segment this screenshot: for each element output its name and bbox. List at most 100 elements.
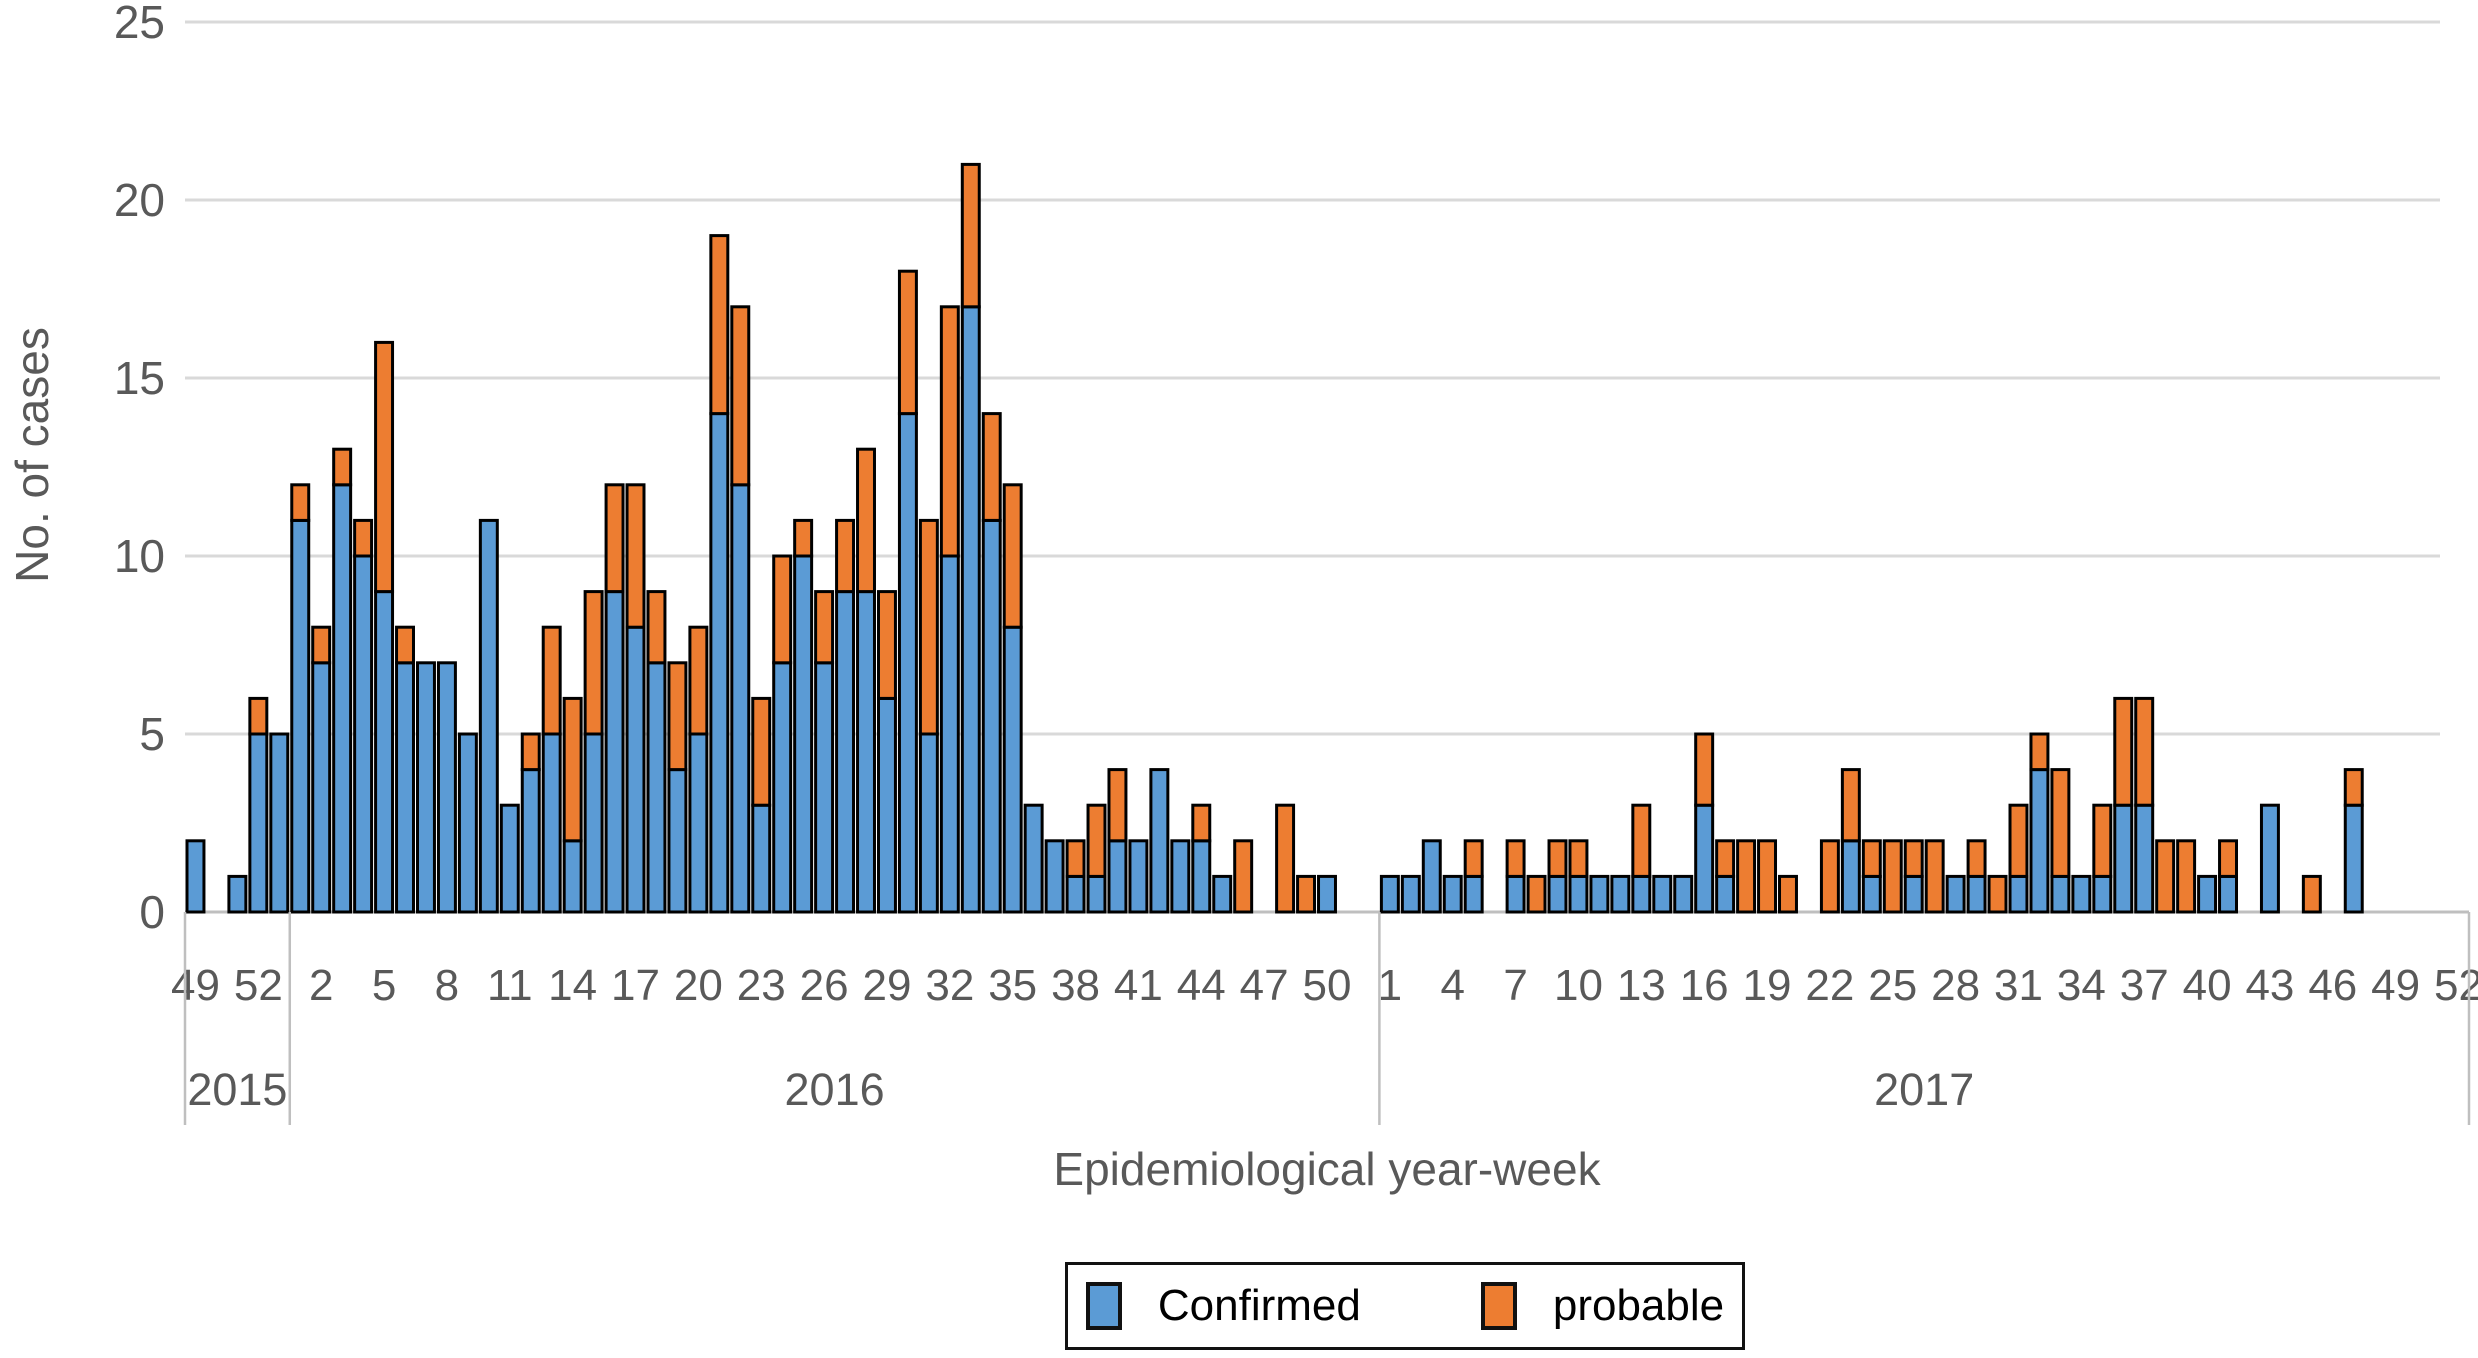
- bar-confirmed-segment: [1715, 874, 1736, 914]
- week-tick-label: 26: [800, 961, 849, 1010]
- bar-confirmed-segment: [185, 839, 206, 914]
- bar-confirmed-segment: [2092, 874, 2113, 914]
- bar-probable-segment: [856, 447, 876, 594]
- bar-probable-segment: [1547, 839, 1568, 878]
- bar-confirmed-segment: [1694, 803, 1715, 914]
- bar-confirmed-segment: [395, 661, 415, 914]
- bar-confirmed-segment: [1463, 874, 1484, 914]
- bar-confirmed-segment: [1568, 874, 1589, 914]
- week-tick-label: 17: [611, 961, 660, 1010]
- bar-probable-segment: [332, 447, 353, 487]
- bar-confirmed-segment: [793, 554, 814, 914]
- bar-probable-segment: [1840, 768, 1861, 843]
- bar-confirmed-segment: [583, 732, 604, 914]
- bar-confirmed-segment: [897, 412, 918, 914]
- bar-probable-segment: [1233, 839, 1254, 914]
- bar-probable-segment: [939, 305, 960, 558]
- bar-confirmed-segment: [1945, 874, 1966, 914]
- bar-probable-segment: [1568, 839, 1589, 878]
- bar-confirmed-segment: [1149, 768, 1170, 914]
- year-label: 2016: [785, 1064, 885, 1115]
- bar-confirmed-segment: [248, 732, 269, 914]
- bar-probable-segment: [1065, 839, 1086, 878]
- y-tick-label: 20: [114, 174, 165, 226]
- bar-confirmed-segment: [1610, 874, 1631, 914]
- bar-confirmed-segment: [520, 768, 541, 914]
- week-tick-label: 20: [674, 961, 723, 1010]
- bar-confirmed-segment: [2259, 803, 2280, 914]
- bar-probable-segment: [1296, 874, 1317, 914]
- week-tick-label: 1: [1378, 961, 1402, 1010]
- bar-confirmed-segment: [939, 554, 960, 914]
- bar-probable-segment: [1107, 768, 1128, 843]
- bar-probable-segment: [395, 625, 415, 665]
- bar-probable-segment: [2050, 768, 2071, 878]
- week-tick-label: 50: [1303, 961, 1352, 1010]
- week-tick-label: 2: [309, 961, 333, 1010]
- bar-confirmed-segment: [353, 554, 374, 914]
- bar-confirmed-segment: [814, 661, 835, 914]
- bar-probable-segment: [876, 590, 897, 700]
- y-tick-label: 25: [114, 0, 165, 48]
- bar-confirmed-segment: [1044, 839, 1065, 914]
- bar-confirmed-segment: [2029, 768, 2050, 914]
- week-tick-label: 35: [988, 961, 1037, 1010]
- week-tick-label: 40: [2183, 961, 2232, 1010]
- week-tick-label: 5: [372, 961, 396, 1010]
- week-tick-label: 37: [2120, 961, 2169, 1010]
- bar-confirmed-segment: [1903, 874, 1924, 914]
- y-tick-label: 15: [114, 352, 165, 404]
- bar-probable-segment: [2343, 768, 2364, 807]
- bar-confirmed-segment: [981, 518, 1002, 914]
- week-tick-label: 38: [1051, 961, 1100, 1010]
- y-tick-label: 10: [114, 530, 165, 582]
- bar-probable-segment: [353, 518, 374, 558]
- week-tick-label: 4: [1440, 961, 1464, 1010]
- bar-probable-segment: [1736, 839, 1757, 914]
- week-tick-label: 14: [548, 961, 597, 1010]
- bar-confirmed-segment: [730, 483, 751, 914]
- bar-probable-segment: [1694, 732, 1715, 807]
- bar-confirmed-segment: [751, 803, 772, 914]
- bar-probable-segment: [730, 305, 751, 487]
- bar-probable-segment: [311, 625, 332, 665]
- bar-confirmed-segment: [2050, 874, 2071, 914]
- bar-probable-segment: [2113, 696, 2134, 807]
- bar-confirmed-segment: [1442, 874, 1463, 914]
- x-axis-title: Epidemiological year-week: [1053, 1143, 1601, 1195]
- bar-confirmed-segment: [478, 518, 499, 914]
- bar-probable-segment: [960, 162, 981, 309]
- bar-confirmed-segment: [646, 661, 667, 914]
- bar-probable-segment: [667, 661, 688, 772]
- bar-probable-segment: [1861, 839, 1882, 878]
- bar-confirmed-segment: [772, 661, 793, 914]
- year-label: 2015: [187, 1064, 287, 1115]
- bar-probable-segment: [814, 590, 835, 665]
- bar-probable-segment: [248, 696, 269, 736]
- bar-confirmed-segment: [2113, 803, 2134, 914]
- bar-probable-segment: [1987, 874, 2008, 914]
- bar-confirmed-segment: [374, 590, 395, 914]
- bar-probable-segment: [1463, 839, 1484, 878]
- bar-confirmed-segment: [625, 625, 646, 914]
- bar-probable-segment: [541, 625, 562, 736]
- bar-confirmed-segment: [2218, 874, 2239, 914]
- bar-confirmed-segment: [332, 483, 353, 914]
- bar-confirmed-segment: [1128, 839, 1149, 914]
- bar-probable-segment: [625, 483, 646, 629]
- bar-confirmed-segment: [227, 874, 248, 914]
- bar-probable-segment: [793, 518, 814, 558]
- week-tick-label: 11: [487, 961, 533, 1010]
- legend-swatch-probable: [1480, 1282, 1517, 1330]
- bar-probable-segment: [2092, 803, 2113, 878]
- week-tick-label: 43: [2245, 961, 2294, 1010]
- bar-confirmed-segment: [1170, 839, 1191, 914]
- bar-probable-segment: [2029, 732, 2050, 772]
- week-tick-label: 23: [737, 961, 786, 1010]
- legend-label-confirmed: Confirmed: [1157, 1281, 1361, 1330]
- bar-probable-segment: [1924, 839, 1945, 914]
- week-tick-label: 22: [1805, 961, 1854, 1010]
- bar-confirmed-segment: [2071, 874, 2092, 914]
